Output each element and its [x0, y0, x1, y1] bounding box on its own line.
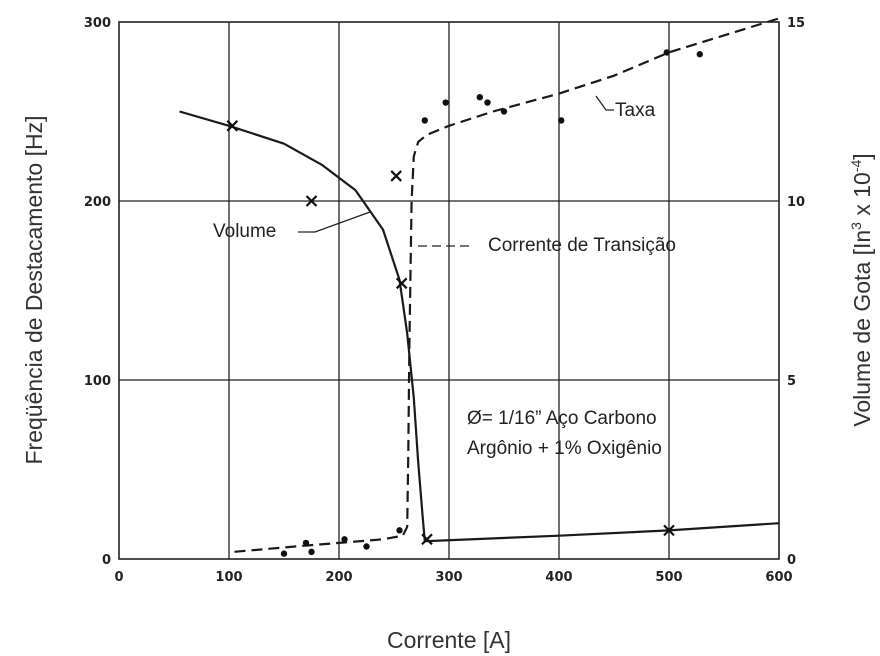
annotation-corrente-transicao: Corrente de Transição [488, 235, 676, 256]
x-axis-title: Corrente [A] [387, 627, 511, 653]
x-tick-label: 100 [215, 570, 242, 585]
x-tick-label: 200 [325, 570, 352, 585]
grid-lines [119, 22, 779, 559]
taxa-leader-line [595, 95, 614, 111]
y-left-tick-label: 100 [84, 374, 111, 389]
data-point-volume [305, 195, 318, 207]
data-point-taxa [696, 51, 703, 58]
y-left-tick-label: 300 [84, 16, 111, 31]
x-tick-label: 400 [545, 570, 572, 585]
y-right-tick-label: 5 [787, 374, 796, 389]
data-point-taxa [396, 527, 403, 534]
data-point-volume [421, 533, 433, 546]
x-tick-label: 300 [435, 570, 462, 585]
data-point-taxa [442, 99, 449, 106]
y-right-tick-label: 10 [787, 195, 805, 210]
data-point-taxa [302, 539, 310, 547]
data-point-taxa [663, 49, 670, 56]
series-layer [179, 17, 780, 553]
data-point-taxa [476, 93, 483, 101]
x-tick-label: 500 [655, 570, 682, 585]
series-line-taxa [234, 17, 780, 553]
data-point-taxa [341, 536, 348, 543]
data-point-volume [390, 170, 402, 182]
data-point-taxa [308, 548, 315, 556]
data-point-volume [395, 277, 408, 290]
data-point-taxa [500, 108, 508, 115]
annotation-material-line1: Ø= 1/16” Aço Carbono [467, 408, 657, 429]
data-point-taxa [558, 117, 565, 124]
data-point-taxa [280, 550, 288, 557]
annotation-volume: Volume [213, 221, 276, 242]
data-point-taxa [363, 543, 370, 550]
data-point-volume [226, 120, 239, 132]
annotation-taxa: Taxa [615, 100, 656, 121]
y-left-tick-label: 200 [84, 195, 111, 210]
annotation-material-line2: Argônio + 1% Oxigênio [467, 438, 662, 459]
x-tick-label: 600 [765, 570, 792, 585]
data-point-volume [663, 524, 675, 537]
data-point-taxa [484, 99, 491, 106]
data-point-taxa [421, 117, 428, 124]
y-left-axis-title: Freqüência de Destacamento [Hz] [21, 115, 47, 464]
y-right-tick-label: 15 [787, 16, 805, 31]
volume-leader-line [298, 211, 371, 233]
y-left-tick-label: 0 [102, 553, 111, 568]
y-right-tick-label: 0 [787, 553, 796, 568]
series-line-volume [179, 110, 780, 543]
plot-frame [118, 21, 780, 560]
y-right-axis-title: Volume de Gota [In3 x 10-4] [848, 153, 875, 426]
x-tick-label: 0 [114, 570, 123, 585]
tick-labels: 0 100 200 300 400 500 600 0 100 200 300 0 5 10 15 [84, 16, 805, 585]
markers-layer [226, 49, 703, 557]
